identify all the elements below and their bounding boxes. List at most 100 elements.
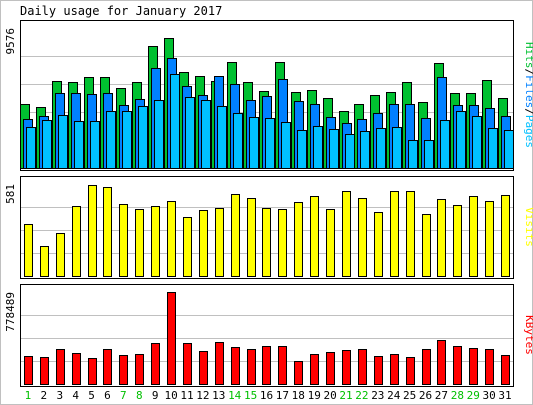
x-tick-label-day-5: 5 bbox=[88, 389, 95, 402]
x-tick-label-day-23: 23 bbox=[371, 389, 384, 402]
bar-pages-day-14 bbox=[233, 113, 243, 169]
bar-kbytes-day-11 bbox=[183, 343, 192, 385]
panel-visits-legend: Visits bbox=[523, 207, 533, 247]
legend-pages: Pages bbox=[523, 115, 533, 148]
bar-kbytes-day-23 bbox=[374, 356, 383, 385]
bar-pages-day-29 bbox=[472, 116, 482, 169]
bar-kbytes-day-4 bbox=[72, 353, 81, 385]
bar-visits-day-5 bbox=[88, 185, 97, 277]
bar-visits-day-3 bbox=[56, 233, 65, 277]
bar-pages-day-18 bbox=[297, 130, 307, 169]
bar-kbytes-day-14 bbox=[231, 347, 240, 385]
x-tick-label-day-24: 24 bbox=[387, 389, 401, 402]
bar-kbytes-day-29 bbox=[469, 348, 478, 385]
x-tick-label-day-21: 21 bbox=[339, 389, 352, 402]
bar-kbytes-day-5 bbox=[88, 358, 97, 385]
bar-visits-day-26 bbox=[422, 214, 431, 277]
bar-visits-day-2 bbox=[40, 246, 49, 277]
panel-hits-ymax-label: 9576 bbox=[4, 28, 17, 55]
x-tick-label-day-19: 19 bbox=[308, 389, 321, 402]
bar-visits-day-27 bbox=[437, 199, 446, 277]
bar-visits-day-1 bbox=[24, 224, 33, 277]
bar-pages-day-22 bbox=[360, 131, 370, 169]
x-tick-label-day-9: 9 bbox=[152, 389, 159, 402]
bar-visits-day-13 bbox=[215, 208, 224, 277]
x-tick-label-day-17: 17 bbox=[276, 389, 289, 402]
legend-visits: Visits bbox=[523, 207, 533, 247]
bar-kbytes-day-19 bbox=[310, 354, 319, 385]
bar-kbytes-day-22 bbox=[358, 349, 367, 385]
bar-pages-day-8 bbox=[138, 106, 148, 169]
bar-kbytes-day-21 bbox=[342, 350, 351, 385]
bar-pages-day-25 bbox=[408, 140, 418, 169]
bar-visits-day-7 bbox=[119, 204, 128, 277]
bar-pages-day-30 bbox=[488, 128, 498, 169]
bar-pages-day-16 bbox=[265, 118, 275, 169]
panel-kbytes: 778489 KBytes bbox=[4, 284, 533, 387]
bar-visits-day-15 bbox=[247, 198, 256, 277]
bar-pages-day-6 bbox=[106, 111, 116, 169]
series-kbytes bbox=[24, 292, 510, 385]
bar-kbytes-day-15 bbox=[247, 349, 256, 385]
x-tick-label-day-8: 8 bbox=[136, 389, 143, 402]
bar-visits-day-16 bbox=[262, 208, 271, 277]
x-tick-label-day-12: 12 bbox=[196, 389, 209, 402]
bar-visits-day-28 bbox=[453, 205, 462, 277]
bar-visits-day-12 bbox=[199, 210, 208, 277]
x-tick-label-day-4: 4 bbox=[72, 389, 79, 402]
bar-pages-day-24 bbox=[392, 127, 402, 169]
bar-pages-day-20 bbox=[329, 129, 339, 169]
bar-visits-day-21 bbox=[342, 191, 351, 277]
bar-pages-day-13 bbox=[217, 106, 227, 169]
bar-visits-day-10 bbox=[167, 201, 176, 277]
bar-kbytes-day-30 bbox=[485, 349, 494, 385]
bar-visits-day-20 bbox=[326, 209, 335, 277]
panel-visits: 581 Visits bbox=[4, 176, 533, 279]
panels-layer: 9576Hits/Files/Pages581Visits778489KByte… bbox=[4, 20, 533, 387]
x-tick-label-day-13: 13 bbox=[212, 389, 225, 402]
bar-kbytes-day-18 bbox=[294, 361, 303, 385]
bar-kbytes-day-3 bbox=[56, 349, 65, 385]
x-axis-labels: 1 2 3 4 5 6 7 8 9 10 11 12 13 14 15 16 17 18 19 20 21 22 23 24 2… bbox=[25, 389, 512, 402]
bar-kbytes-day-27 bbox=[437, 340, 446, 385]
bar-kbytes-day-31 bbox=[501, 355, 510, 385]
panel-kbytes-legend: KBytes bbox=[523, 315, 533, 355]
bar-kbytes-day-10 bbox=[167, 292, 176, 385]
bar-pages-day-7 bbox=[122, 111, 132, 169]
bar-pages-day-21 bbox=[345, 134, 355, 169]
bar-visits-day-11 bbox=[183, 217, 192, 277]
bar-pages-day-26 bbox=[424, 140, 434, 169]
bar-kbytes-day-1 bbox=[24, 356, 33, 385]
bar-visits-day-14 bbox=[231, 194, 240, 277]
x-tick-label-day-30: 30 bbox=[483, 389, 496, 402]
x-tick-label-day-16: 16 bbox=[260, 389, 273, 402]
bar-pages-day-23 bbox=[376, 128, 386, 169]
x-tick-label-day-6: 6 bbox=[104, 389, 111, 402]
bar-visits-day-19 bbox=[310, 196, 319, 277]
chart-title: Daily usage for January 2017 bbox=[20, 4, 222, 18]
bar-visits-day-24 bbox=[390, 191, 399, 277]
bar-kbytes-day-16 bbox=[262, 346, 271, 385]
bar-kbytes-day-12 bbox=[199, 351, 208, 385]
bar-pages-day-10 bbox=[170, 74, 180, 169]
legend-kbytes: KBytes bbox=[523, 315, 533, 355]
panel-kbytes-ymax-label: 778489 bbox=[4, 292, 17, 332]
bar-pages-day-17 bbox=[281, 122, 291, 169]
legend-hits: Hits bbox=[523, 42, 533, 69]
legend-files: Files bbox=[523, 75, 533, 108]
bar-pages-day-11 bbox=[185, 97, 195, 169]
x-tick-label-day-26: 26 bbox=[419, 389, 432, 402]
bar-pages-day-4 bbox=[74, 121, 84, 169]
bar-pages-day-15 bbox=[249, 117, 259, 169]
bar-kbytes-day-20 bbox=[326, 352, 335, 385]
bar-kbytes-day-17 bbox=[278, 346, 287, 385]
bar-visits-day-17 bbox=[278, 209, 287, 277]
bar-kbytes-day-9 bbox=[151, 343, 160, 385]
bar-visits-day-4 bbox=[72, 206, 81, 277]
bar-visits-day-30 bbox=[485, 201, 494, 277]
x-tick-label-day-11: 11 bbox=[180, 389, 193, 402]
x-tick-label-day-15: 15 bbox=[244, 389, 257, 402]
bar-kbytes-day-6 bbox=[103, 349, 112, 385]
